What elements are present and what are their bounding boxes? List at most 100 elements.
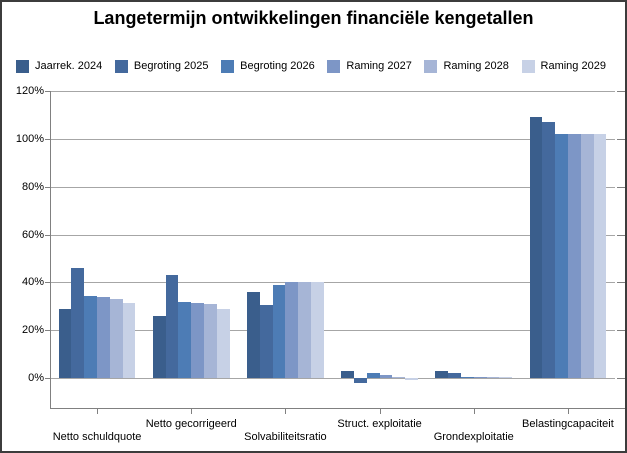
x-axis-category-label: Netto gecorrigeerd xyxy=(145,418,237,430)
x-axis-tick xyxy=(567,408,569,414)
bar xyxy=(247,291,260,379)
bar xyxy=(392,377,406,379)
y-axis-label: 0% xyxy=(28,372,44,385)
bar xyxy=(567,134,581,379)
legend-item: Begroting 2025 xyxy=(114,59,209,73)
legend-swatch-icon xyxy=(16,59,29,73)
y-axis-tick xyxy=(45,186,50,188)
y-axis-label: 80% xyxy=(21,180,44,193)
y-axis-tick-right xyxy=(617,330,625,332)
y-axis-tick xyxy=(45,378,50,380)
bar xyxy=(542,122,556,379)
x-axis-tick xyxy=(97,408,99,414)
bar xyxy=(178,301,192,379)
bar xyxy=(448,373,461,379)
bar xyxy=(529,117,543,379)
bar xyxy=(555,134,568,379)
bar xyxy=(499,377,513,379)
y-axis-tick-right xyxy=(617,186,625,188)
bar xyxy=(285,282,299,379)
gridline xyxy=(50,186,615,188)
bar xyxy=(486,376,500,379)
gridline xyxy=(50,330,615,332)
legend-item: Raming 2027 xyxy=(327,59,412,73)
x-axis-category-label: Grondexploitatie xyxy=(433,431,514,443)
legend-item: Jaarrek. 2024 xyxy=(16,59,103,73)
gridline xyxy=(50,234,615,236)
bar xyxy=(259,305,273,379)
y-axis-tick xyxy=(45,330,50,332)
bar xyxy=(109,299,123,379)
bar xyxy=(460,376,474,379)
legend-swatch-icon xyxy=(114,59,128,73)
x-axis-line xyxy=(50,408,625,409)
x-axis-category-label: Struct. exploitatie xyxy=(337,418,422,430)
legend-label: Raming 2029 xyxy=(540,60,606,72)
bar xyxy=(580,134,594,379)
bar xyxy=(191,302,205,379)
y-axis-label: 40% xyxy=(21,276,44,289)
y-axis-tick-right xyxy=(617,138,625,140)
gridline xyxy=(50,138,615,140)
x-axis-category-label: Solvabiliteitsratio xyxy=(244,431,327,443)
x-axis-category-label: Belastingcapaciteit xyxy=(522,418,614,430)
y-axis-tick-right xyxy=(617,378,625,380)
bar xyxy=(435,370,449,379)
x-axis-tick xyxy=(473,408,475,414)
legend-item: Raming 2028 xyxy=(424,59,509,73)
bar xyxy=(165,275,179,379)
legend-swatch-icon xyxy=(327,59,341,73)
gridline xyxy=(50,282,615,284)
bar xyxy=(84,295,98,379)
bar xyxy=(366,373,380,379)
bar xyxy=(204,303,217,379)
x-axis-tick xyxy=(285,408,287,414)
bar xyxy=(272,284,286,379)
legend-label: Raming 2028 xyxy=(443,60,509,72)
bar xyxy=(298,282,311,379)
legend: Jaarrek. 2024 Begroting 2025 Begroting 202… xyxy=(16,58,606,74)
bar xyxy=(341,370,354,379)
legend-label: Jaarrek. 2024 xyxy=(35,60,103,72)
bar xyxy=(152,315,166,379)
y-axis-label: 20% xyxy=(21,324,44,337)
bar xyxy=(122,302,136,379)
chart-title: Langetermijn ontwikkelingen financiële k… xyxy=(93,8,534,28)
legend-label: Begroting 2026 xyxy=(240,60,315,72)
x-axis-tick xyxy=(379,408,381,414)
gridline xyxy=(50,378,615,380)
y-axis-line xyxy=(50,91,51,408)
y-axis-label: 100% xyxy=(15,132,44,145)
legend-item: Begroting 2026 xyxy=(221,59,315,73)
bar xyxy=(71,268,85,379)
legend-label: Raming 2027 xyxy=(346,60,412,72)
legend-swatch-icon xyxy=(221,59,235,73)
bar xyxy=(58,308,72,379)
y-axis-tick-right xyxy=(617,91,625,92)
bar xyxy=(353,378,367,383)
bar xyxy=(216,308,230,379)
y-axis-tick xyxy=(45,138,50,140)
y-axis-label: 120% xyxy=(15,85,44,97)
gridline xyxy=(50,91,615,92)
legend-swatch-icon xyxy=(521,59,535,73)
bar xyxy=(97,296,110,379)
legend-label: Begroting 2025 xyxy=(133,60,209,72)
y-axis-tick-right xyxy=(617,282,625,284)
y-axis-tick-right xyxy=(617,234,625,236)
legend-swatch-icon xyxy=(424,59,438,73)
bar xyxy=(405,378,418,381)
bar xyxy=(379,374,393,379)
y-axis-tick xyxy=(45,234,50,236)
y-axis-tick xyxy=(45,91,50,92)
bar xyxy=(473,376,487,379)
bar xyxy=(311,282,324,379)
bar xyxy=(593,134,607,379)
x-axis-category-label: Netto schuldquote xyxy=(52,431,142,443)
y-axis-tick xyxy=(45,282,50,284)
x-axis-tick xyxy=(191,408,193,414)
legend-item: Raming 2029 xyxy=(521,59,606,73)
y-axis-label: 60% xyxy=(21,228,44,241)
